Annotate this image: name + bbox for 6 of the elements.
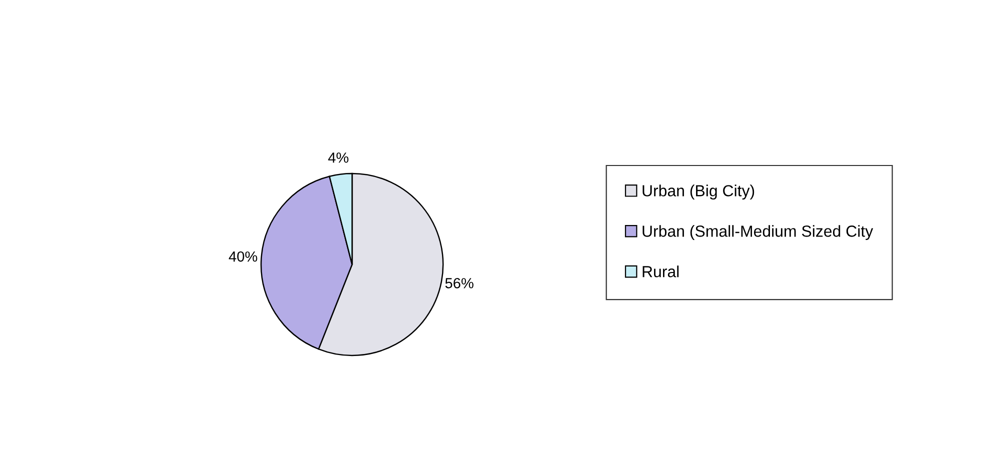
legend-label: Rural	[642, 266, 679, 278]
data-label: 56%	[445, 278, 474, 288]
data-label: 4%	[328, 152, 348, 163]
legend-label: Urban (Big City)	[642, 184, 754, 200]
data-label: 40%	[228, 251, 258, 262]
legend-label: Urban (Small-Medium Sized City	[642, 225, 874, 240]
